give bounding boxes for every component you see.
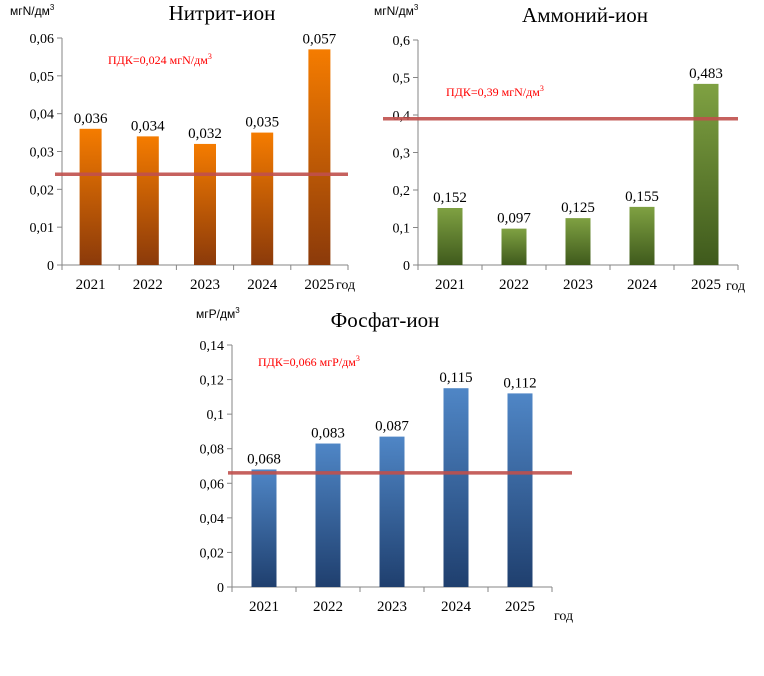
x-tick-label: 2023 (190, 277, 220, 293)
y-tick-label: 0 (47, 259, 54, 274)
data-label: 0,125 (561, 200, 595, 216)
bar-2022 (501, 228, 527, 265)
bar-2022 (315, 443, 341, 587)
x-tick-label: 2022 (133, 277, 163, 293)
data-label: 0,036 (74, 111, 108, 127)
x-axis-label: год (336, 278, 355, 293)
y-tick-label: 0,04 (200, 512, 225, 527)
data-label: 0,112 (503, 375, 536, 391)
x-tick-label: 2021 (249, 599, 279, 615)
y-axis-label: мгР/дм3 (196, 306, 240, 321)
data-label: 0,115 (439, 370, 472, 386)
data-label: 0,152 (433, 190, 467, 206)
x-tick-label: 2024 (247, 277, 278, 293)
y-axis-label: мгN/дм3 (374, 3, 419, 18)
y-tick-label: 0,06 (200, 477, 225, 492)
y-tick-label: 0,03 (30, 146, 55, 161)
bar-2024 (251, 132, 274, 265)
y-tick-label: 0,14 (200, 339, 225, 354)
y-tick-label: 0,1 (207, 408, 225, 423)
y-tick-label: 0,02 (200, 546, 225, 561)
y-tick-label: 0,3 (393, 147, 411, 162)
x-axis-label: год (554, 609, 573, 624)
data-label: 0,035 (245, 115, 279, 131)
limit-label: ПДК=0,39 мгN/дм3 (446, 84, 544, 99)
bar-2025 (308, 49, 331, 265)
y-tick-label: 0,08 (200, 443, 225, 458)
x-tick-label: 2025 (505, 599, 535, 615)
data-label: 0,032 (188, 126, 222, 142)
bar-2022 (136, 136, 159, 265)
limit-label: ПДК=0,066 мгР/дм3 (258, 354, 360, 369)
limit-label: ПДК=0,024 мгN/дм3 (108, 52, 212, 67)
y-tick-label: 0,02 (30, 183, 55, 198)
y-tick-label: 0,06 (30, 32, 55, 47)
data-label: 0,083 (311, 426, 345, 442)
bar-2025 (693, 83, 719, 265)
data-label: 0,097 (497, 211, 531, 227)
bar-2024 (629, 206, 655, 265)
y-tick-label: 0,4 (393, 109, 411, 124)
y-tick-label: 0,5 (393, 72, 411, 87)
x-tick-label: 2022 (499, 277, 529, 293)
chart-nitrite: Нитрит-ион мгN/дм3 0 0,01 0,02 0,03 0,04 0,05 0,… (10, 1, 355, 293)
data-label: 0,087 (375, 419, 409, 435)
bar-2023 (379, 436, 405, 587)
x-tick-label: 2021 (76, 277, 106, 293)
x-tick-label: 2024 (441, 599, 472, 615)
x-axis-label: год (726, 279, 745, 294)
data-label: 0,483 (689, 66, 723, 82)
chart-title: Аммоний-ион (522, 3, 648, 27)
bar-2021 (437, 208, 463, 265)
data-label: 0,068 (247, 451, 281, 467)
y-tick-label: 0,04 (30, 108, 55, 123)
bar-2023 (565, 218, 591, 265)
y-tick-label: 0,05 (30, 70, 55, 85)
x-tick-label: 2024 (627, 277, 658, 293)
x-tick-label: 2025 (304, 277, 334, 293)
chart-title: Фосфат-ион (331, 308, 440, 332)
x-tick-label: 2023 (377, 599, 407, 615)
y-tick-label: 0 (403, 259, 410, 274)
data-label: 0,034 (131, 118, 165, 134)
x-tick-label: 2022 (313, 599, 343, 615)
x-tick-label: 2025 (691, 277, 721, 293)
bar-2023 (194, 143, 216, 265)
data-label: 0,155 (625, 189, 659, 205)
bar-2025 (507, 393, 533, 587)
y-tick-label: 0 (217, 581, 224, 596)
x-tick-label: 2023 (563, 277, 593, 293)
bar-2021 (79, 128, 102, 265)
y-tick-label: 0,6 (393, 34, 411, 49)
y-axis-label: мгN/дм3 (10, 3, 55, 18)
bar-2021 (251, 469, 277, 587)
y-tick-label: 0,2 (393, 184, 411, 199)
bar-2024 (443, 388, 469, 587)
y-tick-label: 0,1 (393, 222, 411, 237)
chart-phosphate: Фосфат-ион мгР/дм3 0 0,02 0,04 0,06 0,08 0,1 0,1… (196, 306, 573, 624)
chart-title: Нитрит-ион (169, 1, 276, 25)
chart-ammonium: Аммоний-ион мгN/дм3 0 0,1 0,2 0,3 0,4 0,5 0,6 0,1… (374, 3, 745, 294)
data-label: 0,057 (303, 31, 337, 47)
x-tick-label: 2021 (435, 277, 465, 293)
y-tick-label: 0,01 (30, 221, 55, 236)
y-tick-label: 0,12 (200, 374, 225, 389)
